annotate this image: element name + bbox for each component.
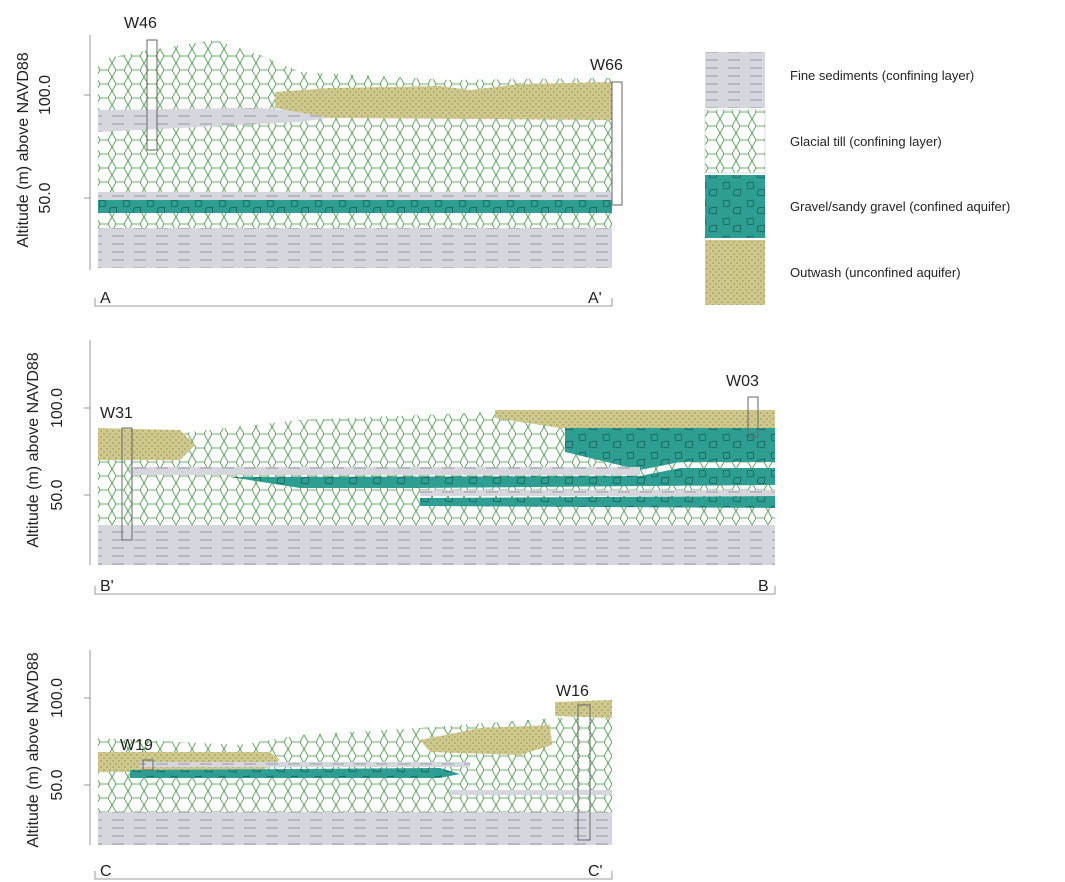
fine-sediments	[98, 192, 612, 200]
cross-sections: Altitude (m) above NAVD88 100.0 50.0 W46…	[0, 0, 1065, 882]
well-label: W46	[124, 15, 157, 32]
well-label: W03	[726, 373, 759, 390]
fine-sediments	[450, 790, 612, 795]
y-tick-label: 100.0	[49, 678, 66, 718]
section-line	[95, 586, 775, 594]
fine-sediments	[420, 490, 775, 496]
well-label: W66	[590, 57, 623, 74]
y-axis-label: Altitude (m) above NAVD88	[25, 352, 42, 547]
fine-sediments	[140, 762, 470, 767]
section-b: Altitude (m) above NAVD88 100.0 50.0 W31…	[25, 340, 775, 595]
fine-sediments	[98, 812, 612, 845]
fine-sediments	[130, 467, 640, 475]
legend-label: Gravel/sandy gravel (confined aquifer)	[790, 199, 1010, 214]
section-end-label: B	[758, 578, 769, 595]
y-axis-label: Altitude (m) above NAVD88	[25, 652, 42, 847]
legend-swatch	[705, 110, 765, 173]
section-c: Altitude (m) above NAVD88 100.0 50.0 W19…	[25, 650, 612, 880]
y-tick-label: 50.0	[37, 182, 54, 213]
well-label: W16	[556, 683, 589, 700]
legend: Fine sediments (confining layer) Glacial…	[705, 52, 1010, 305]
y-tick-label: 50.0	[49, 769, 66, 800]
well-label: W19	[120, 737, 153, 754]
section-end-label: C	[100, 863, 112, 880]
section-a: Altitude (m) above NAVD88 100.0 50.0 W46…	[15, 15, 623, 307]
legend-swatch	[705, 240, 765, 305]
outwash	[98, 428, 195, 460]
y-tick-label: 100.0	[49, 388, 66, 428]
well-label: W31	[100, 405, 133, 422]
y-tick-label: 100.0	[37, 75, 54, 115]
section-end-label: A'	[588, 290, 602, 307]
section-end-label: B'	[100, 578, 114, 595]
section-end-label: C'	[588, 863, 603, 880]
section-line	[95, 871, 612, 879]
legend-label: Fine sediments (confining layer)	[790, 68, 974, 83]
outwash	[555, 700, 612, 718]
y-tick-label: 50.0	[49, 479, 66, 510]
fine-sediments	[98, 228, 612, 268]
legend-label: Glacial till (confining layer)	[790, 134, 942, 149]
gravel	[98, 200, 612, 213]
section-end-label: A	[100, 290, 111, 307]
y-axis-label: Altitude (m) above NAVD88	[15, 52, 32, 247]
well	[612, 82, 622, 205]
gravel	[420, 496, 775, 508]
section-line	[95, 298, 612, 306]
fine-sediments	[98, 525, 775, 565]
legend-swatch	[705, 52, 765, 108]
legend-swatch	[705, 175, 765, 238]
legend-label: Outwash (unconfined aquifer)	[790, 265, 961, 280]
